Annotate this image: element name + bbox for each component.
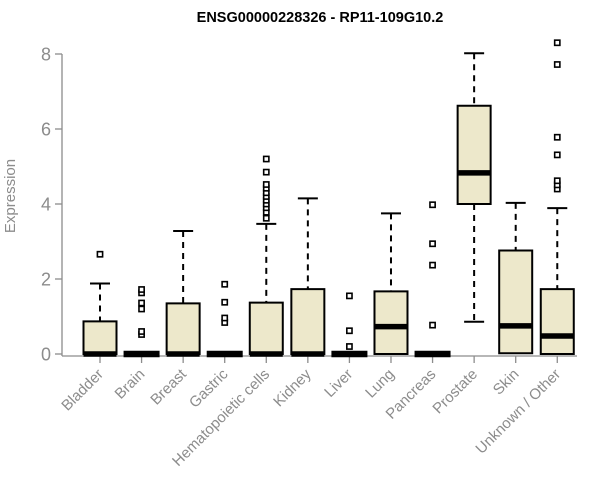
outlier-point [262, 168, 270, 176]
outlier-point [553, 151, 561, 159]
outlier-point [346, 327, 353, 335]
median-line [249, 351, 283, 357]
y-tick-label: 6 [41, 119, 51, 139]
outlier-point [262, 181, 270, 188]
outlier-point [138, 305, 145, 313]
median-line [499, 323, 533, 329]
x-tick-label: Skin [490, 366, 523, 399]
outlier-point [138, 286, 145, 293]
chart-title: ENSG00000228326 - RP11-109G10.2 [197, 10, 444, 26]
box [248, 301, 284, 355]
outlier-point [221, 314, 229, 322]
x-tick-label: Prostate [429, 366, 481, 418]
x-tick-label: Lung [362, 366, 398, 402]
outlier-point [429, 261, 436, 269]
x-tick-label: Breast [147, 365, 190, 408]
y-tick-label: 2 [41, 269, 51, 289]
y-tick-label: 0 [41, 344, 51, 364]
outlier-point [429, 321, 436, 329]
box [82, 320, 118, 355]
collapsed-box [123, 350, 160, 358]
outlier-point [262, 155, 270, 163]
collapsed-box [414, 350, 451, 358]
median-line [457, 170, 491, 176]
outlier-point [553, 133, 561, 141]
box [165, 302, 201, 355]
box [498, 249, 534, 355]
box [373, 290, 409, 355]
outlier-point [138, 328, 145, 335]
outlier-point [221, 280, 229, 288]
x-tick-label: Bladder [58, 366, 107, 415]
outlier-point [96, 250, 104, 258]
median-line [166, 351, 200, 357]
box [539, 288, 575, 355]
y-tick-label: 4 [41, 194, 51, 214]
outlier-point [262, 214, 270, 222]
outlier-point [221, 298, 229, 306]
collapsed-box [331, 350, 368, 358]
outlier-point [429, 240, 436, 248]
outlier-point [346, 343, 353, 350]
median-line [291, 351, 325, 357]
collapsed-box [206, 350, 243, 358]
x-tick-label: Brain [112, 366, 149, 403]
outlier-point [553, 61, 561, 68]
y-tick-label: 8 [41, 44, 51, 64]
median-line [374, 323, 408, 330]
box [456, 104, 492, 205]
median-line [83, 351, 117, 357]
x-tick-label: Kidney [270, 365, 315, 410]
x-tick-label: Liver [321, 366, 356, 401]
outlier-point [553, 39, 561, 47]
box [290, 288, 326, 355]
outlier-point [553, 177, 561, 185]
outlier-point [346, 292, 353, 300]
outlier-point [429, 201, 436, 209]
outlier-point [138, 299, 145, 307]
median-line [540, 333, 574, 339]
y-axis-label: Expression [2, 159, 19, 233]
